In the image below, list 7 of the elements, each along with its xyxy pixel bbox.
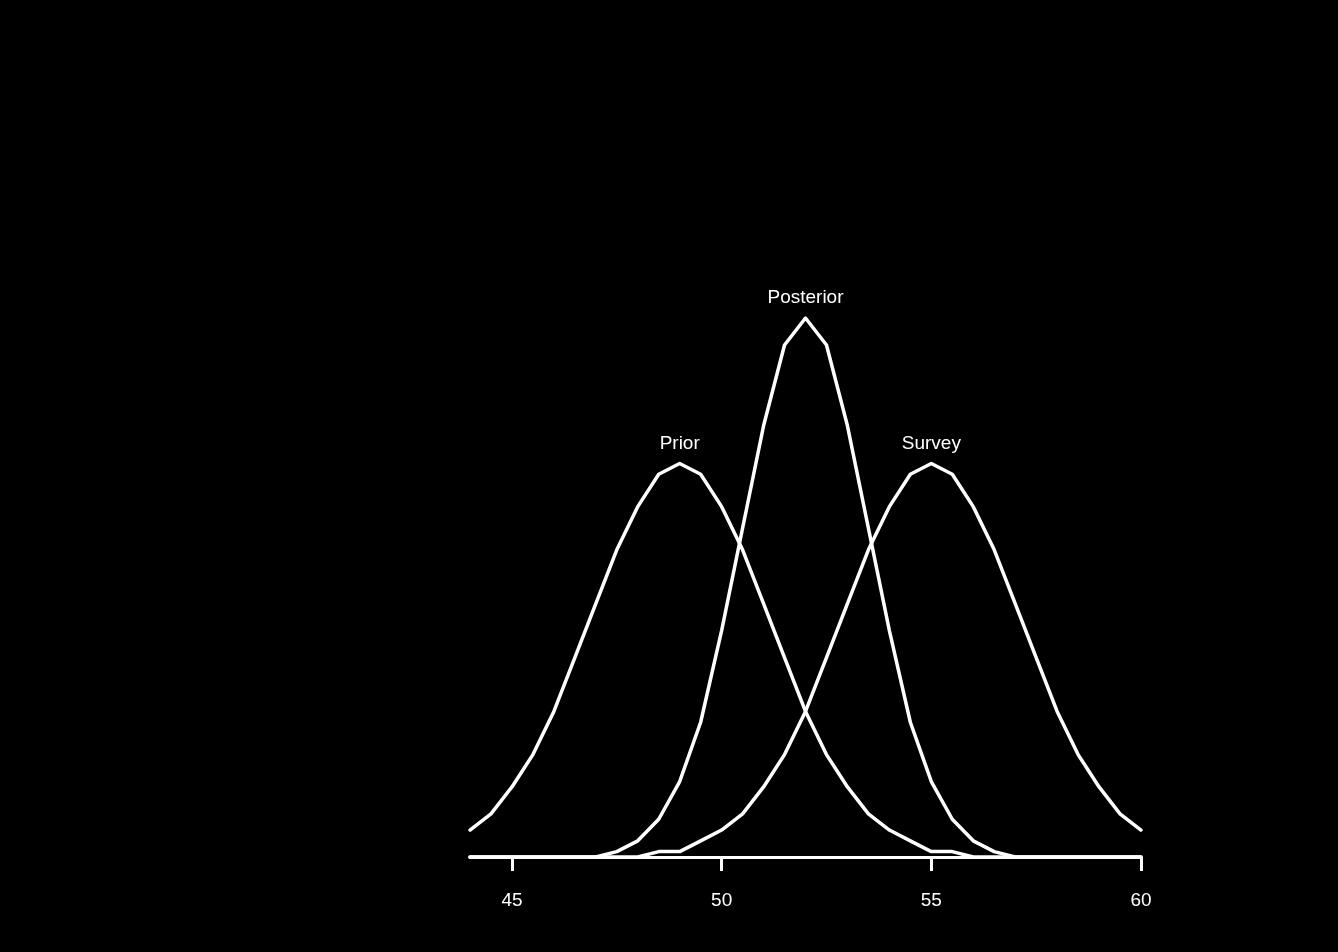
x-tick-label: 55: [920, 889, 942, 910]
x-tick-label: 60: [1130, 889, 1152, 910]
series-label: Prior: [659, 431, 701, 453]
series-label: Survey: [901, 431, 962, 453]
series-label: Posterior: [767, 286, 845, 307]
x-tick-label: 50: [711, 889, 733, 910]
x-tick-label: 45: [501, 889, 523, 910]
